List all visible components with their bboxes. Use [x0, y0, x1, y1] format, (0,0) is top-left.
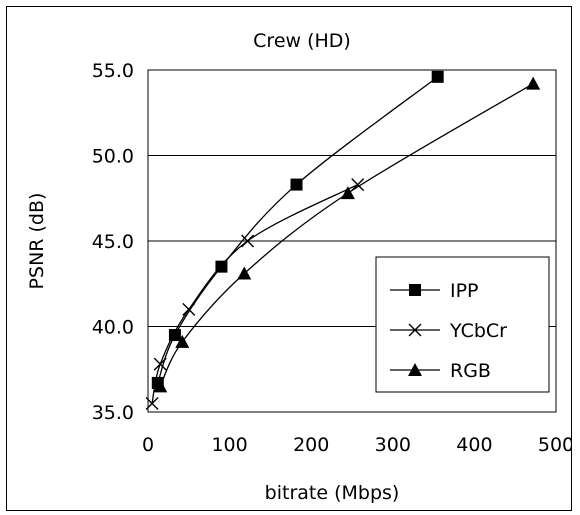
data-point-ipp [290, 178, 303, 191]
data-point-rgb [237, 266, 252, 280]
data-point-rgb [526, 76, 541, 90]
tick-layer: 35.0 40.0 45.0 50.0 55.0 0 100 200 300 400 500 [92, 60, 574, 456]
data-point-ipp [168, 329, 181, 342]
data-point-ipp [431, 70, 444, 83]
chart-title: Crew (HD) [253, 30, 351, 52]
x-axis-label: bitrate (Mbps) [265, 482, 400, 504]
y-tick-label: 55.0 [92, 60, 134, 82]
legend-label-ycbcr: YCbCr [449, 320, 507, 342]
data-point-ycbcr [351, 178, 365, 192]
y-tick-label: 40.0 [92, 317, 134, 339]
data-point-ycbcr [153, 357, 167, 371]
x-tick-label: 0 [142, 434, 154, 456]
x-tick-label: 100 [211, 434, 247, 456]
legend-label-ipp: IPP [450, 280, 479, 302]
data-point-rgb [175, 334, 190, 348]
y-tick-label: 50.0 [92, 146, 134, 168]
psnr-bitrate-chart: 35.0 40.0 45.0 50.0 55.0 0 100 200 300 400 500 Cre… [26, 30, 574, 504]
data-point-ycbcr [182, 302, 196, 316]
series-line-ycbcr [151, 183, 359, 404]
marker-layer [145, 70, 541, 410]
legend-marker-rgb [408, 363, 422, 376]
legend-marker-ipp [409, 284, 421, 296]
legend-marker-ycbcr [408, 323, 422, 337]
y-tick-label: 45.0 [92, 231, 134, 253]
y-tick-label: 35.0 [92, 402, 134, 424]
data-point-ycbcr [145, 396, 159, 410]
y-axis-label: PSNR (dB) [26, 193, 48, 290]
x-tick-label: 200 [293, 434, 329, 456]
x-tick-label: 500 [538, 434, 571, 456]
legend: IPP YCbCr RGB [375, 256, 550, 393]
x-tick-label: 400 [456, 434, 492, 456]
chart-frame: 35.0 40.0 45.0 50.0 55.0 0 100 200 300 400 500 Cre… [6, 6, 574, 511]
data-point-ycbcr [241, 234, 255, 248]
data-point-ipp [215, 260, 228, 273]
legend-label-rgb: RGB [450, 360, 491, 382]
data-point-rgb [153, 379, 168, 393]
data-point-rgb [340, 186, 355, 200]
x-tick-label: 300 [375, 434, 411, 456]
